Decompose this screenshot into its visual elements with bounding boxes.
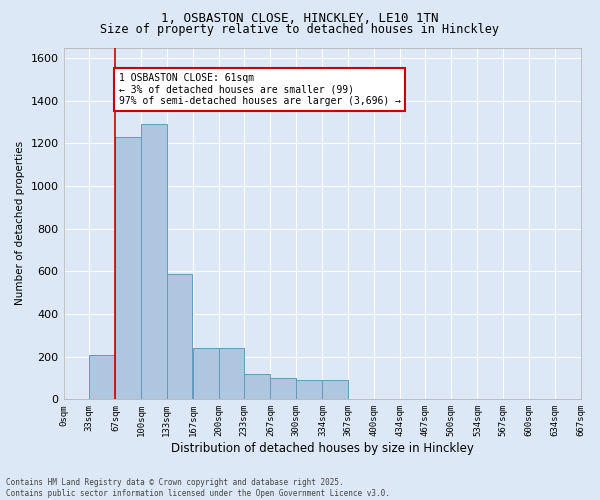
- Bar: [167, 274, 192, 400]
- Y-axis label: Number of detached properties: Number of detached properties: [15, 142, 25, 306]
- Bar: [193, 348, 218, 400]
- Bar: [271, 378, 296, 400]
- X-axis label: Distribution of detached houses by size in Hinckley: Distribution of detached houses by size …: [170, 442, 473, 455]
- Text: 1 OSBASTON CLOSE: 61sqm
← 3% of detached houses are smaller (99)
97% of semi-det: 1 OSBASTON CLOSE: 61sqm ← 3% of detached…: [119, 73, 401, 106]
- Text: 1, OSBASTON CLOSE, HINCKLEY, LE10 1TN: 1, OSBASTON CLOSE, HINCKLEY, LE10 1TN: [161, 12, 439, 26]
- Bar: [218, 348, 244, 400]
- Text: Size of property relative to detached houses in Hinckley: Size of property relative to detached ho…: [101, 22, 499, 36]
- Bar: [322, 380, 348, 400]
- Text: Contains HM Land Registry data © Crown copyright and database right 2025.
Contai: Contains HM Land Registry data © Crown c…: [6, 478, 390, 498]
- Bar: [141, 124, 167, 400]
- Bar: [296, 380, 322, 400]
- Bar: [89, 354, 115, 400]
- Bar: [244, 374, 270, 400]
- Bar: [115, 137, 141, 400]
